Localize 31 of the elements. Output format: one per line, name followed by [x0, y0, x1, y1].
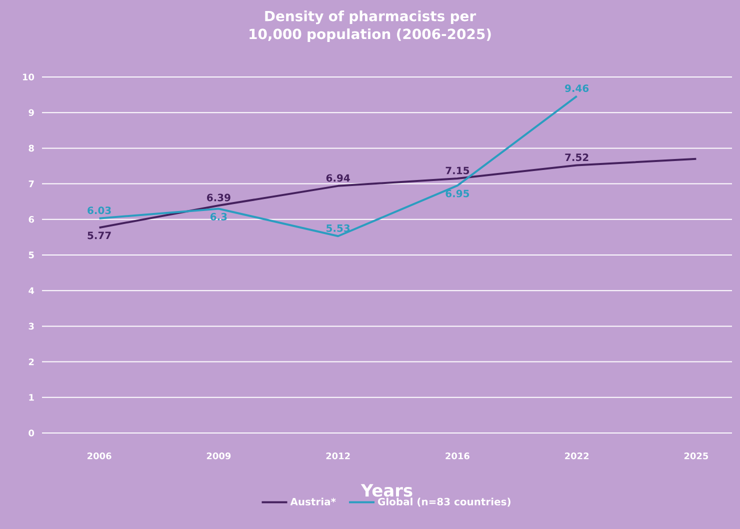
y-tick-label: 2 — [28, 358, 34, 366]
data-label: 5.77 — [88, 232, 111, 240]
x-axis-title: Years — [360, 484, 412, 497]
data-label: 7.15 — [446, 166, 470, 174]
x-tick-label: 2022 — [565, 452, 589, 460]
legend-label: Austria* — [290, 498, 336, 506]
y-tick-label: 0 — [28, 430, 34, 436]
y-tick-label: 8 — [28, 144, 34, 152]
data-label: 6.95 — [446, 190, 470, 198]
y-tick-label: 7 — [28, 180, 34, 188]
y-tick-label: 1 — [29, 394, 34, 401]
x-tick-label: 2009 — [206, 452, 231, 460]
chart-title: Density of pharmacists per 10,000 population (2006-2025) — [250, 10, 491, 42]
data-label: 6.94 — [326, 174, 350, 182]
x-tick-label: 2025 — [684, 452, 708, 460]
x-tick-label: 2016 — [446, 452, 470, 460]
data-label: 6.39 — [207, 194, 230, 202]
x-tick-label: 2006 — [88, 452, 112, 460]
data-label: 7.52 — [565, 154, 588, 162]
y-tick-label: 3 — [28, 322, 34, 330]
legend-label: Global (n=83 countries) — [378, 498, 510, 507]
data-label: 9.46 — [565, 84, 589, 92]
data-label: 5.53 — [326, 224, 350, 232]
y-tick-label: 10 — [23, 74, 34, 80]
y-tick-label: 5 — [28, 252, 34, 258]
y-tick-label: 6 — [28, 216, 34, 223]
x-tick-label: 2012 — [326, 452, 350, 460]
y-tick-label: 4 — [28, 287, 34, 294]
data-label: 6.03 — [88, 206, 111, 214]
data-label: 6.3 — [210, 212, 227, 220]
y-tick-label: 9 — [28, 109, 34, 116]
